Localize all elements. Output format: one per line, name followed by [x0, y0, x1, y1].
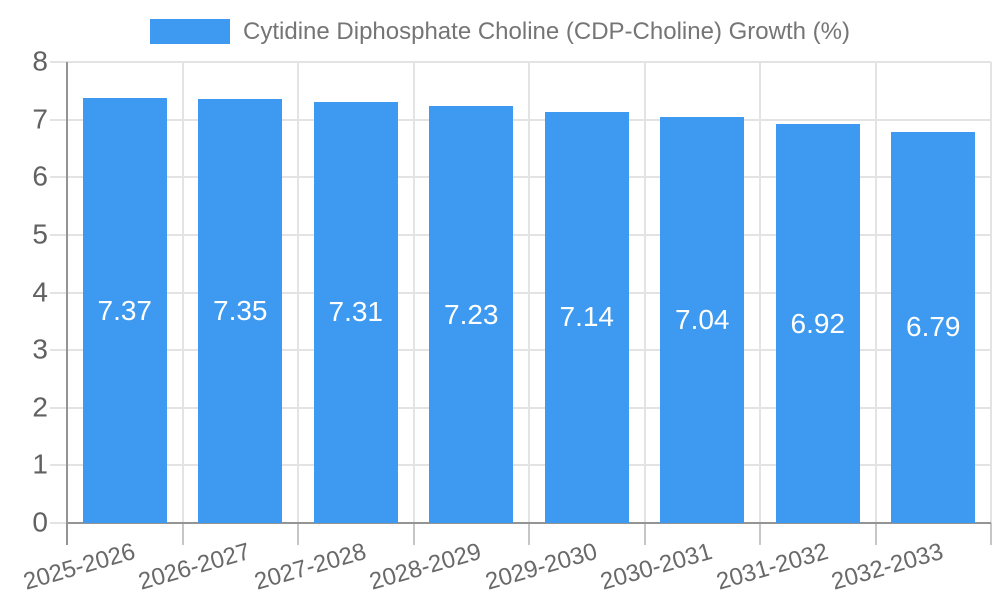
x-tick-label: 2032-2033	[828, 538, 947, 596]
x-tick-label: 2026-2027	[135, 538, 254, 596]
bar	[198, 99, 283, 523]
gridline-h	[50, 61, 991, 63]
gridline-v	[528, 62, 530, 523]
x-tick	[181, 523, 184, 545]
gridline-h	[50, 406, 991, 409]
x-tick	[990, 523, 992, 545]
gridline-v	[297, 62, 299, 523]
bar	[660, 117, 745, 523]
x-tick-label: 2028-2029	[366, 538, 485, 596]
x-tick-label: 2030-2031	[597, 538, 716, 596]
x-tick-label: 2031-2032	[713, 538, 832, 596]
x-tick-label: 2027-2028	[251, 538, 370, 596]
gridline-v	[412, 62, 415, 523]
y-tick-label: 1	[32, 448, 48, 480]
bar	[891, 131, 976, 523]
y-tick-label: 7	[32, 102, 48, 134]
bar-value-label: 7.37	[97, 294, 153, 326]
bar	[429, 106, 514, 523]
x-tick-label: 2029-2030	[482, 538, 601, 596]
bar-value-label: 7.14	[559, 301, 615, 333]
bar-value-label: 7.35	[213, 295, 268, 327]
gridline-h	[50, 464, 991, 467]
gridline-h	[50, 291, 991, 294]
x-tick	[297, 523, 299, 545]
y-tick-label: 4	[32, 275, 48, 307]
x-tick-label: 2025-2026	[20, 538, 139, 596]
y-tick-label: 6	[32, 160, 48, 192]
x-tick	[528, 523, 530, 545]
y-tick-label: 2	[32, 391, 48, 423]
gridline-v	[990, 62, 992, 523]
x-tick	[759, 523, 761, 545]
bar-value-label: 6.92	[790, 307, 846, 339]
x-tick	[643, 523, 646, 545]
x-tick	[412, 523, 415, 545]
gridline-v	[759, 62, 761, 523]
gridline-h	[50, 233, 991, 236]
bar-value-label: 7.04	[675, 304, 730, 336]
legend: Cytidine Diphosphate Choline (CDP-Cholin…	[0, 0, 1000, 63]
gridline-v	[874, 62, 877, 523]
x-tick	[874, 523, 877, 545]
bar	[544, 111, 629, 523]
gridline-v	[643, 62, 646, 523]
bar-value-label: 6.79	[906, 311, 961, 343]
bar-value-label: 7.31	[328, 296, 384, 328]
y-tick-label: 3	[32, 333, 48, 365]
bar-value-label: 7.23	[444, 298, 499, 330]
gridline-h	[50, 349, 991, 352]
y-tick-label: 8	[32, 45, 48, 77]
bar	[775, 124, 860, 523]
x-axis-line	[66, 522, 991, 524]
chart-title: Cytidine Diphosphate Choline (CDP-Cholin…	[243, 17, 850, 45]
bar	[313, 101, 398, 523]
gridline-h	[50, 118, 991, 121]
gridline-v	[181, 62, 184, 523]
legend-swatch	[150, 19, 231, 44]
gridline-h	[50, 176, 991, 179]
y-axis-line	[66, 62, 68, 545]
y-tick-label: 5	[32, 218, 48, 250]
bar	[82, 98, 167, 523]
y-tick-label: 0	[32, 506, 48, 538]
